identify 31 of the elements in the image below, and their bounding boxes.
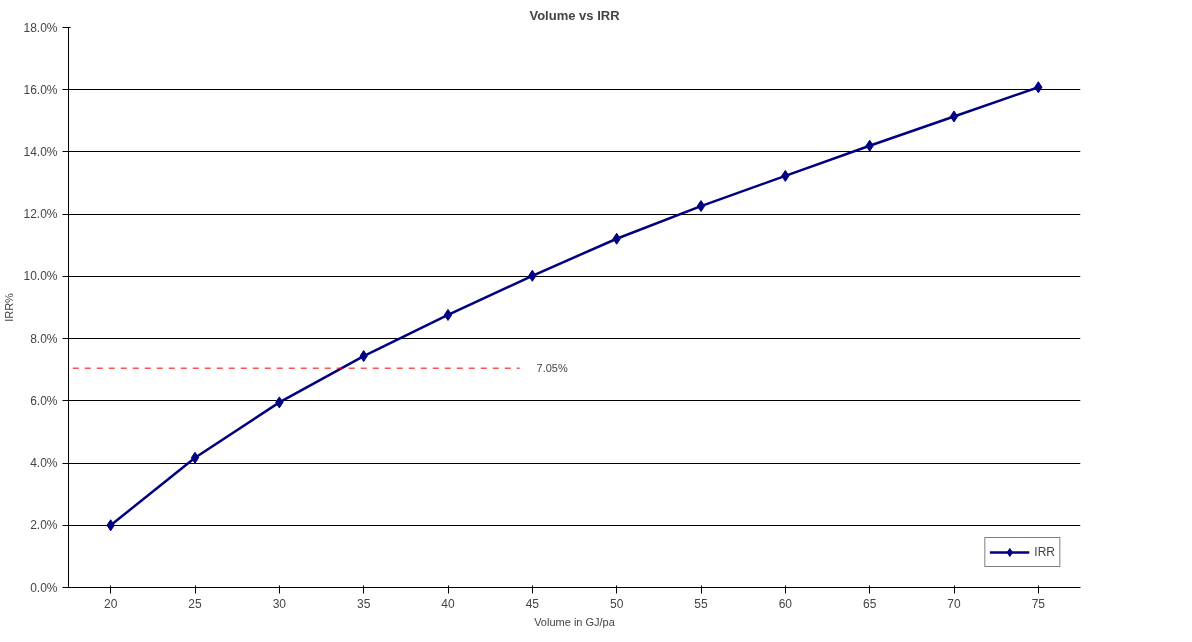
point (190, 451, 200, 464)
y-tick-label: 18.0% (23, 20, 58, 35)
y-tick-label: 14.0% (23, 144, 58, 159)
x-tick-label: 50 (609, 596, 624, 611)
x-tick-label: 60 (778, 596, 793, 611)
y-tick-label: 16.0% (23, 82, 58, 97)
x-tick-label: 40 (441, 596, 455, 611)
y-tick-label: 0.0% (30, 580, 58, 595)
legend-label: IRR (1034, 545, 1055, 559)
point (696, 200, 706, 213)
point (443, 308, 453, 321)
x-tick-label: 45 (525, 596, 540, 611)
x-tick-label: 55 (694, 596, 708, 611)
x-tick-label: 20 (103, 596, 118, 611)
point (949, 110, 959, 123)
x-tick-label: 35 (356, 596, 371, 611)
x-tick-label: 30 (272, 596, 287, 611)
y-tick-label: 2.0% (30, 518, 58, 533)
ref-line-label: 7.05% (536, 362, 568, 375)
y-tick-label: 12.0% (23, 207, 58, 222)
x-tick-label: 75 (1031, 596, 1046, 611)
y-tick-label: 10.0% (23, 269, 58, 284)
y-tick-label: 6.0% (30, 393, 58, 408)
chart-title: Volume vs IRR (529, 7, 621, 23)
y-axis-title: IRR% (3, 292, 16, 322)
y-tick-label: 4.0% (30, 456, 58, 471)
x-tick-label: 25 (188, 596, 202, 611)
x-tick-label: 70 (947, 596, 961, 611)
x-tick-label: 65 (862, 596, 877, 611)
y-tick-label: 8.0% (30, 331, 58, 346)
x-axis-title: Volume in GJ/pa (534, 615, 616, 628)
